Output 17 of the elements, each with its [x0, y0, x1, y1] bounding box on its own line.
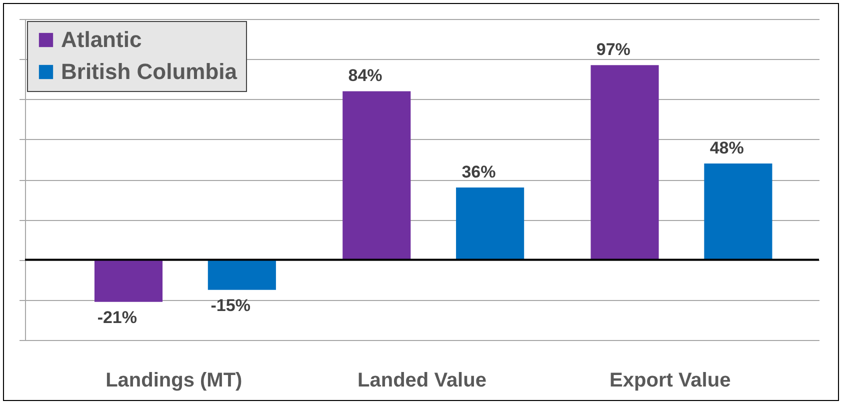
bar: [590, 65, 659, 260]
x-tick-label: Landings (MT): [106, 370, 242, 392]
data-label: -21%: [97, 308, 138, 327]
bar: [94, 260, 163, 302]
data-label: 97%: [596, 40, 630, 60]
bar: [342, 91, 411, 260]
data-label: 36%: [462, 162, 496, 182]
x-tick-label: Export Value: [610, 370, 731, 392]
data-label: -15%: [210, 296, 250, 315]
legend-label: Atlantic: [61, 27, 142, 52]
x-tick-label: Landed Value: [358, 370, 486, 392]
data-label: 48%: [710, 138, 744, 158]
bar: [704, 163, 772, 260]
bar: [208, 260, 276, 290]
legend-label: British Columbia: [61, 59, 238, 84]
bar: [456, 188, 524, 260]
data-label: 84%: [348, 66, 382, 86]
